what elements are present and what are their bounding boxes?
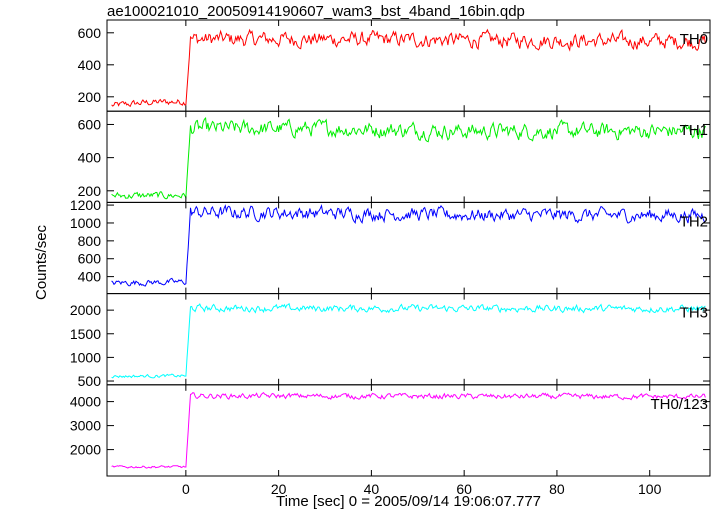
panel-frame-1 — [106, 110, 711, 203]
y-tick-label: 3000 — [70, 418, 101, 434]
x-tick-label: 0 — [182, 481, 190, 497]
x-tick-label: 40 — [364, 481, 380, 497]
x-tick-label: 20 — [271, 481, 287, 497]
series-line-1 — [111, 117, 706, 200]
series-line-4 — [111, 392, 706, 469]
x-axis-label: Time [sec] 0 = 2005/09/14 19:06:07.777 — [275, 493, 542, 510]
series-label: TH0/123 — [650, 396, 708, 413]
series-label: TH1 — [680, 122, 708, 139]
series-label: TH0 — [680, 31, 708, 48]
y-tick-label: 1200 — [70, 197, 101, 213]
y-tick-label: 400 — [78, 57, 102, 73]
series-line-0 — [111, 28, 706, 108]
y-tick-label: 4000 — [70, 394, 101, 410]
y-tick-label: 1500 — [70, 326, 101, 342]
y-tick-label: 2000 — [70, 302, 101, 318]
x-tick-label: 60 — [456, 481, 472, 497]
series-line-3 — [111, 302, 706, 379]
panel-frame-4 — [106, 384, 711, 477]
y-tick-label: 2000 — [70, 442, 101, 458]
y-tick-label: 800 — [78, 233, 102, 249]
y-tick-label: 1000 — [70, 215, 101, 231]
series-line-2 — [111, 203, 706, 287]
y-tick-label: 400 — [78, 269, 102, 285]
chart-title: ae100021010_20050914190607_wam3_bst_4ban… — [107, 3, 525, 20]
y-tick-label: 600 — [78, 251, 102, 267]
y-tick-label: 600 — [78, 25, 102, 41]
y-tick-label: 200 — [78, 89, 102, 105]
y-tick-label: 200 — [78, 183, 102, 199]
series-label: TH3 — [680, 305, 708, 322]
y-tick-label: 1000 — [70, 349, 101, 365]
x-tick-label: 80 — [549, 481, 565, 497]
y-tick-label: 600 — [78, 116, 102, 132]
series-label: TH2 — [680, 213, 708, 230]
y-tick-label: 400 — [78, 150, 102, 166]
x-tick-label: 100 — [638, 481, 662, 497]
y-tick-label: 500 — [78, 373, 102, 389]
